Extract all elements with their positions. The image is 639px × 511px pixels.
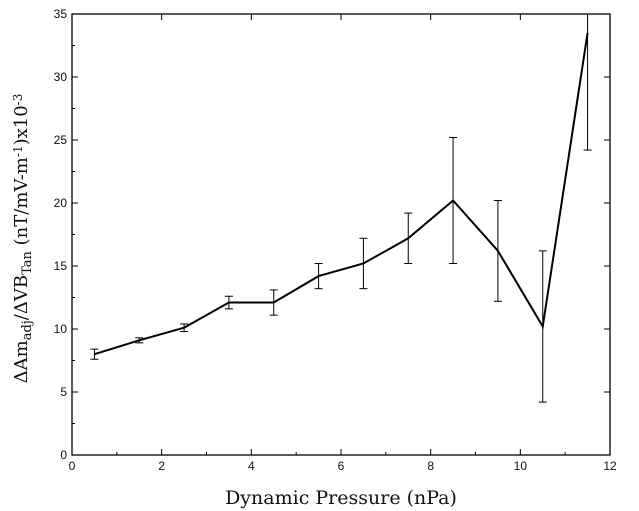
x-tick-label: 2 — [158, 459, 165, 473]
y-axis-title-subscript: adj — [20, 320, 35, 340]
error-bars — [90, 13, 592, 403]
ticks: 0 2 4 6 8 10 12 0 5 10 15 20 25 30 35 — [54, 7, 617, 473]
y-axis-title-superscript: -1 — [11, 145, 25, 157]
x-axis-title: Dynamic Pressure (nPa) — [225, 487, 457, 509]
x-tick-label: 4 — [248, 459, 255, 473]
y-axis-title: ΔAmadj/ΔVBTan (nT/mV-m-1)x10-3 — [11, 94, 35, 384]
x-tick-label: 8 — [427, 459, 434, 473]
plot-frame — [71, 13, 611, 456]
y-axis-title-part: (nT/mV-m — [11, 157, 32, 251]
x-tick-label: 0 — [69, 459, 76, 473]
y-tick-label: 15 — [54, 259, 68, 273]
y-axis-title-part: /ΔVB — [11, 275, 32, 320]
y-tick-label: 30 — [54, 70, 68, 84]
x-tick-label: 6 — [338, 459, 345, 473]
axes — [71, 13, 611, 456]
x-tick-label: 12 — [603, 459, 617, 473]
y-tick-label: 25 — [54, 133, 68, 147]
y-tick-label: 0 — [60, 448, 67, 462]
y-axis-title-subscript: Tan — [20, 250, 35, 274]
y-tick-label: 5 — [60, 385, 67, 399]
y-axis-title-superscript: -3 — [11, 94, 25, 106]
data-series — [94, 32, 589, 356]
y-tick-label: 10 — [54, 322, 68, 336]
x-tick-label: 10 — [514, 459, 528, 473]
y-tick-label: 20 — [54, 196, 68, 210]
y-axis-title-part: ΔAm — [11, 340, 32, 383]
y-tick-label: 35 — [54, 7, 68, 21]
series-line — [94, 32, 589, 356]
y-axis-title-part: )x10 — [11, 105, 32, 145]
